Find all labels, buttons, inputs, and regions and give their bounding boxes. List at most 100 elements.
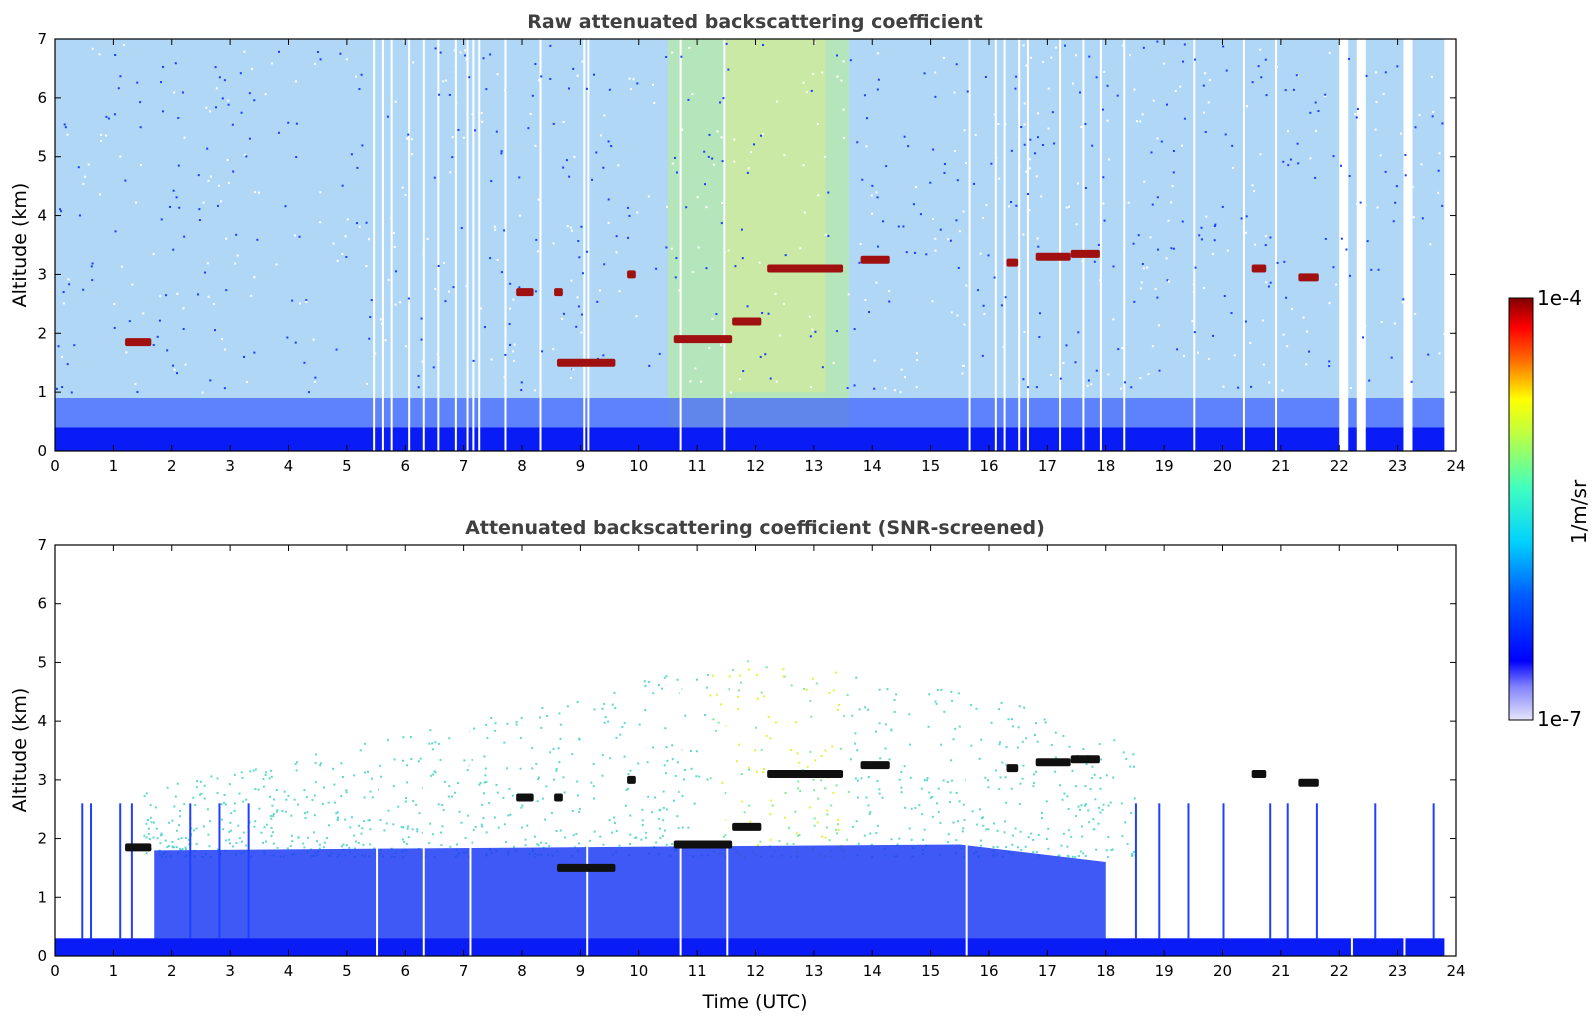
noise-speckle xyxy=(1133,300,1136,303)
signal-speckle xyxy=(934,700,937,703)
signal-speckle xyxy=(737,696,740,699)
noise-speckle xyxy=(1027,386,1030,389)
signal-speckle xyxy=(1094,798,1097,801)
signal-speckle xyxy=(1001,761,1004,764)
noise-speckle xyxy=(1292,88,1295,91)
noise-speckle xyxy=(741,257,744,260)
signal-speckle xyxy=(922,838,925,841)
noise-speckle xyxy=(210,175,213,178)
noise-speckle xyxy=(888,290,891,293)
signal-speckle xyxy=(724,791,727,794)
signal-speckle xyxy=(220,803,223,806)
noise-speckle xyxy=(387,278,390,281)
noise-speckle xyxy=(747,167,750,170)
signal-speckle xyxy=(748,766,751,769)
noise-speckle xyxy=(504,353,507,356)
noise-speckle xyxy=(729,391,732,394)
signal-speckle xyxy=(1110,849,1113,852)
noise-speckle xyxy=(1437,169,1440,172)
signal-speckle xyxy=(268,777,271,780)
signal-speckle xyxy=(640,838,643,841)
noise-speckle xyxy=(503,376,506,379)
signal-spike xyxy=(1315,803,1318,939)
noise-speckle xyxy=(253,276,256,279)
noise-speckle xyxy=(336,259,339,262)
signal-speckle xyxy=(488,802,491,805)
noise-speckle xyxy=(961,364,964,367)
signal-speckle xyxy=(731,668,734,671)
noise-speckle xyxy=(134,383,137,386)
noise-speckle xyxy=(1167,280,1170,283)
signal-speckle xyxy=(533,835,536,838)
panel-raw-x-ticks: 0 1 2 3 4 5 6 7 8 9 10 11 12 13 14 15 16 17 18 19 20 21 22 23 24 xyxy=(50,39,1466,475)
signal-speckle xyxy=(978,757,981,760)
signal-speckle xyxy=(878,792,881,795)
noise-speckle xyxy=(950,311,953,314)
noise-speckle xyxy=(549,77,552,80)
noise-speckle xyxy=(379,318,382,321)
noise-speckle xyxy=(1149,236,1152,239)
signal-speckle xyxy=(1071,855,1074,858)
x-tick-label: 14 xyxy=(863,962,882,980)
noise-speckle xyxy=(915,386,918,389)
noise-speckle xyxy=(697,246,700,249)
noise-speckle xyxy=(1137,234,1140,237)
signal-speckle xyxy=(1004,820,1007,823)
noise-speckle xyxy=(61,356,64,359)
noise-speckle xyxy=(432,366,435,369)
signal-speckle xyxy=(878,788,881,791)
noise-speckle xyxy=(1340,164,1343,167)
x-tick-label: 22 xyxy=(1330,457,1349,475)
noise-speckle xyxy=(245,155,248,158)
signal-speckle xyxy=(520,806,523,809)
noise-speckle xyxy=(1141,113,1144,116)
signal-speckle xyxy=(939,821,942,824)
signal-speckle xyxy=(443,780,446,783)
noise-speckle xyxy=(956,179,959,182)
noise-speckle xyxy=(569,376,572,379)
colorbar-unit-label: 1/m/sr xyxy=(1567,479,1591,544)
signal-speckle xyxy=(557,747,560,750)
signal-speckle xyxy=(1036,851,1039,854)
signal-speckle xyxy=(798,761,801,764)
data-gap xyxy=(504,39,507,451)
x-tick-label: 0 xyxy=(50,457,60,475)
signal-speckle xyxy=(835,784,838,787)
noise-speckle xyxy=(915,185,918,188)
noise-speckle xyxy=(720,344,723,347)
signal-speckle xyxy=(789,749,792,752)
signal-speckle xyxy=(451,795,454,798)
data-gap xyxy=(1193,39,1196,451)
signal-speckle xyxy=(663,764,666,767)
noise-speckle xyxy=(929,181,932,184)
data-gap xyxy=(539,39,542,451)
signal-speckle xyxy=(950,690,953,693)
noise-speckle xyxy=(1053,142,1056,145)
noise-speckle xyxy=(236,254,239,257)
signal-speckle xyxy=(797,780,800,783)
data-gap xyxy=(1350,545,1353,956)
signal-speckle xyxy=(743,811,746,814)
data-gap xyxy=(1242,39,1245,451)
noise-speckle xyxy=(206,147,209,150)
noise-speckle xyxy=(452,286,455,289)
signal-speckle xyxy=(1021,740,1024,743)
signal-speckle xyxy=(1007,718,1010,721)
signal-speckle xyxy=(220,818,223,821)
signal-speckle xyxy=(571,810,574,813)
signal-speckle xyxy=(484,767,487,770)
noise-speckle xyxy=(215,106,218,109)
panel-snr-x-label: Time (UTC) xyxy=(701,991,807,1013)
signal-speckle xyxy=(1040,811,1043,814)
signal-speckle xyxy=(325,837,328,840)
signal-speckle xyxy=(588,839,591,842)
noise-speckle xyxy=(1107,373,1110,376)
signal-speckle xyxy=(154,806,157,809)
noise-speckle xyxy=(1156,40,1159,43)
noise-speckle xyxy=(590,178,593,181)
signal-speckle xyxy=(797,787,800,790)
data-gap xyxy=(422,39,425,451)
noise-speckle xyxy=(923,72,926,75)
signal-speckle xyxy=(485,723,488,726)
noise-speckle xyxy=(490,358,493,361)
